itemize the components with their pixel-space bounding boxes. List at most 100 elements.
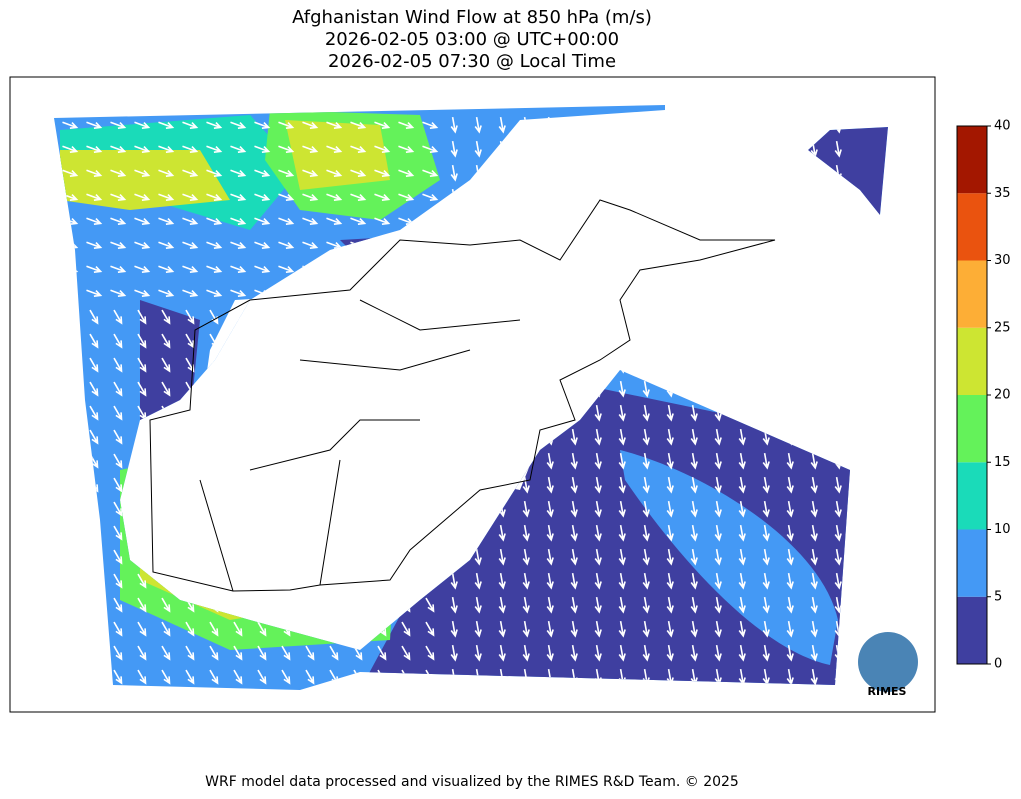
- wind-arrow: [474, 308, 482, 326]
- wind-arrow: [690, 380, 698, 398]
- wind-arrow: [786, 428, 794, 446]
- wind-arrow: [158, 241, 175, 249]
- colorbar-segment: [957, 327, 987, 395]
- wind-arrow: [786, 164, 794, 182]
- wind-arrow: [474, 644, 482, 662]
- wind-arrow: [570, 548, 578, 566]
- wind-arrow: [618, 164, 626, 182]
- wind-arrow: [618, 476, 626, 494]
- wind-arrow: [474, 452, 482, 470]
- wind-arrow: [594, 212, 602, 230]
- wind-arrow: [714, 644, 722, 662]
- wind-arrow: [642, 404, 650, 422]
- wind-arrow: [810, 332, 818, 350]
- wind-arrow: [182, 121, 199, 129]
- wind-arrow: [65, 357, 75, 373]
- wind-arrow: [738, 140, 746, 158]
- wind-arrow: [786, 356, 794, 374]
- wind-arrow: [326, 193, 343, 201]
- wind-arrow: [425, 573, 435, 589]
- wind-arrow: [762, 572, 770, 590]
- wind-arrow: [762, 524, 770, 542]
- wind-arrow: [714, 452, 722, 470]
- wind-arrow: [209, 453, 219, 469]
- wind-arrow: [474, 404, 482, 422]
- breeze-zone: [620, 450, 838, 665]
- wind-arrow: [810, 260, 818, 278]
- wind-arrow: [353, 621, 363, 637]
- wind-arrow: [329, 621, 339, 637]
- wind-arrow: [377, 453, 387, 469]
- wind-arrow: [474, 524, 482, 542]
- wind-arrow: [182, 241, 199, 249]
- wind-arrow: [834, 500, 842, 518]
- wind-arrow: [618, 140, 626, 158]
- wind-arrow: [618, 452, 626, 470]
- wind-arrow: [618, 236, 626, 254]
- wind-arrow: [113, 453, 123, 469]
- wind-arrow: [422, 241, 439, 249]
- wind-arrow: [113, 549, 123, 565]
- wind-arrow: [230, 265, 247, 273]
- wind-arrow: [594, 476, 602, 494]
- wind-arrow: [89, 525, 99, 541]
- wind-arrow: [278, 121, 295, 129]
- wind-arrow: [642, 116, 650, 134]
- wind-arrow: [834, 188, 842, 206]
- wind-arrow: [425, 381, 435, 397]
- wind-arrow: [450, 476, 458, 494]
- wind-arrow: [329, 597, 339, 613]
- wind-arrow: [401, 309, 411, 325]
- logo-emblem: [858, 632, 918, 692]
- wind-arrow: [89, 309, 99, 325]
- wind-arrow: [161, 501, 171, 517]
- wind-arrow: [570, 284, 578, 302]
- calm-zone: [340, 230, 520, 300]
- wind-arrow: [401, 429, 411, 445]
- wind-arrow: [134, 217, 151, 225]
- wind-arrow: [185, 645, 195, 661]
- wind-arrow: [618, 380, 626, 398]
- colorbar-tick-label: 10: [994, 522, 1011, 537]
- wind-arrow: [161, 309, 171, 325]
- wind-arrow: [762, 356, 770, 374]
- wind-arrow: [786, 284, 794, 302]
- wind-arrow: [281, 645, 291, 661]
- wind-arrow: [450, 356, 458, 374]
- wind-arrow: [786, 212, 794, 230]
- wind-arrow: [738, 452, 746, 470]
- wind-arrow: [422, 121, 439, 129]
- wind-arrow: [594, 452, 602, 470]
- wind-arrow: [422, 169, 439, 177]
- wind-arrow: [450, 284, 458, 302]
- wind-arrow: [398, 193, 415, 201]
- wind-arrow: [65, 381, 75, 397]
- wind-arrow: [422, 217, 439, 225]
- colorbar-segment: [957, 260, 987, 328]
- wind-arrow: [113, 501, 123, 517]
- wind-arrow: [762, 212, 770, 230]
- map-frame: [9, 76, 936, 713]
- wind-arrow: [281, 573, 291, 589]
- wind-arrow: [690, 500, 698, 518]
- wind-arrow: [594, 308, 602, 326]
- wind-arrow: [690, 308, 698, 326]
- wind-arrow: [834, 428, 842, 446]
- wind-arrow: [353, 333, 363, 349]
- wind-arrow: [353, 477, 363, 493]
- wind-arrow: [690, 452, 698, 470]
- wind-arrow: [233, 453, 243, 469]
- wind-arrow: [834, 212, 842, 230]
- wind-arrow: [738, 212, 746, 230]
- wind-arrow: [498, 644, 506, 662]
- wind-arrow: [834, 404, 842, 422]
- wind-arrow: [498, 548, 506, 566]
- wind-arrow: [401, 333, 411, 349]
- wind-arrow: [450, 428, 458, 446]
- wind-arrow: [690, 332, 698, 350]
- wind-arrow: [522, 212, 530, 230]
- wind-arrow: [666, 620, 674, 638]
- wind-arrow: [305, 405, 315, 421]
- wind-arrow: [257, 381, 267, 397]
- wind-arrow: [65, 669, 75, 685]
